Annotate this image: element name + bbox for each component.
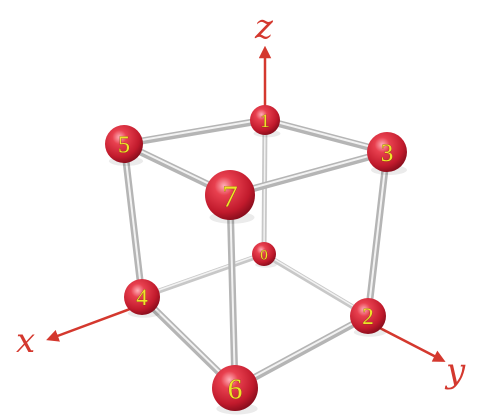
node-1: 1 xyxy=(250,105,281,138)
edge-0-4 xyxy=(139,251,267,300)
node-5: 5 xyxy=(105,125,144,166)
node-6: 6 xyxy=(212,365,258,415)
node-sphere-4 xyxy=(124,279,160,315)
y-axis-arrow xyxy=(377,325,446,362)
node-3: 3 xyxy=(367,132,407,175)
node-sphere-5 xyxy=(105,125,143,163)
x-axis-arrow xyxy=(46,307,131,342)
node-sphere-0 xyxy=(252,242,276,266)
edge-highlight-0-2 xyxy=(263,252,369,316)
edge-0-2 xyxy=(261,251,371,319)
axes: z x y xyxy=(16,7,466,391)
node-7: 7 xyxy=(205,170,255,224)
edge-highlight-6-7 xyxy=(229,193,236,388)
y-axis-label: y xyxy=(444,351,466,391)
node-0: 0 xyxy=(252,242,277,268)
node-label-4: 4 xyxy=(136,285,148,310)
edge-highlight-1-5 xyxy=(123,118,266,144)
edge-highlight-1-3 xyxy=(264,118,388,152)
x-axis-label: x xyxy=(16,321,35,361)
node-sphere-7 xyxy=(205,170,255,220)
edge-highlight-2-6 xyxy=(234,314,369,388)
edge-highlight-0-4 xyxy=(141,252,265,297)
z-axis-label: z xyxy=(254,7,274,47)
node-4: 4 xyxy=(124,279,161,318)
node-sphere-6 xyxy=(212,365,258,411)
node-label-5: 5 xyxy=(118,133,130,159)
edge-highlight-3-7 xyxy=(229,150,388,195)
node-label-1: 1 xyxy=(260,111,270,132)
node-label-0: 0 xyxy=(260,247,268,263)
edge-highlight-4-5 xyxy=(123,142,143,297)
node-sphere-2 xyxy=(350,298,386,334)
node-label-7: 7 xyxy=(222,178,238,213)
node-label-2: 2 xyxy=(362,304,374,329)
node-sphere-1 xyxy=(250,105,280,135)
node-sphere-3 xyxy=(367,132,407,172)
edge-highlight-2-3 xyxy=(367,150,388,316)
node-label-6: 6 xyxy=(228,373,243,405)
cube-nodes: 0 1 5 3 4 2 7 6 xyxy=(105,105,407,415)
node-2: 2 xyxy=(350,298,387,337)
node-label-3: 3 xyxy=(381,140,394,167)
